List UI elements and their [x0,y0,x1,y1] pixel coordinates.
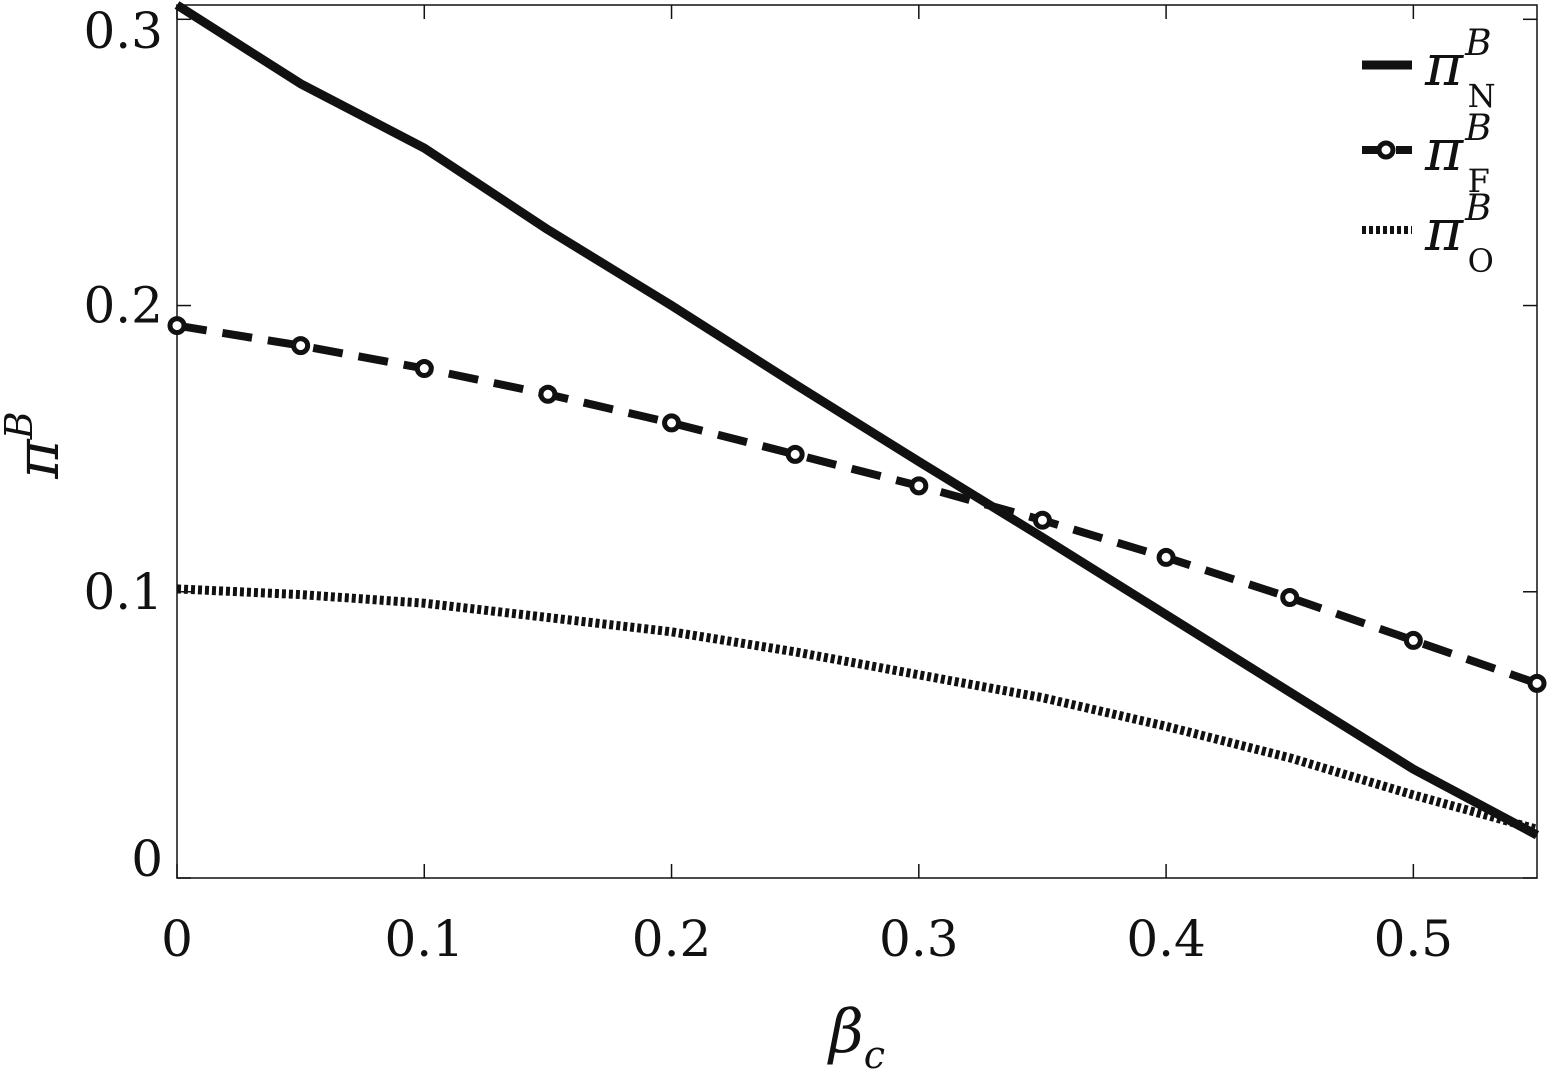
x-tick-label: 0.1 [385,910,465,968]
y-axis-label-base: π [3,438,73,480]
x-axis-label: βc [827,997,885,1073]
series-line-n [174,1,1540,840]
x-tick-label: 0.5 [1374,910,1454,968]
series-marker-f [414,359,434,379]
series-line-f [176,321,1539,688]
legend-label-o-base: π [1424,196,1464,264]
series-marker-f [1156,547,1176,567]
legend-label-n-sup: B [1464,23,1491,64]
series-marker-f [538,384,558,404]
series-marker-f [1032,510,1052,530]
series [167,1,1547,840]
y-axis-label: πB [0,411,73,479]
legend-entry-f: πB F [1362,108,1492,200]
ticks: 0 0.1 0.2 0.3 0.4 0.5 0 0.1 0.2 0.3 [83,2,1537,968]
y-tick-label: 0 [131,830,163,888]
y-tick-label: 0.2 [83,277,163,335]
legend-label-f-sup: B [1464,108,1491,149]
legend-label-n-base: π [1424,31,1464,99]
series-marker-f [1280,587,1300,607]
legend-label-o-sub: O [1468,242,1494,280]
series-marker-f [909,476,929,496]
series-marker-f [167,316,187,336]
series-marker-f [662,413,682,433]
legend-marker-f [1376,140,1396,160]
legend: πB N πB F πB O [1362,23,1496,280]
x-axis-label-base: β [827,997,864,1067]
y-tick-label: 0.3 [83,2,163,60]
x-tick-label: 0.2 [632,910,712,968]
x-tick-label: 0 [161,910,193,968]
legend-label-f: πB F [1424,108,1492,200]
y-tick-label: 0.1 [83,563,163,621]
legend-label-f-base: π [1424,116,1464,184]
series-marker-f [785,444,805,464]
x-tick-label: 0.4 [1126,910,1206,968]
series-marker-f [291,336,311,356]
legend-label-n: πB N [1424,23,1496,115]
series-marker-f [1403,630,1423,650]
legend-label-n-sub: N [1468,77,1496,115]
legend-label-o: πB O [1424,188,1494,280]
series-line-o [176,584,1539,834]
plot-frame [176,4,1538,879]
y-axis-label-sup: B [0,411,41,440]
series-marker-f [1527,673,1547,693]
legend-entry-o: πB O [1362,188,1494,280]
legend-entry-n: πB N [1362,23,1496,115]
x-axis-label-sub: c [864,1033,885,1073]
legend-label-o-sup: B [1464,188,1491,229]
x-tick-label: 0.3 [879,910,959,968]
legend-label-f-sub: F [1468,162,1490,200]
